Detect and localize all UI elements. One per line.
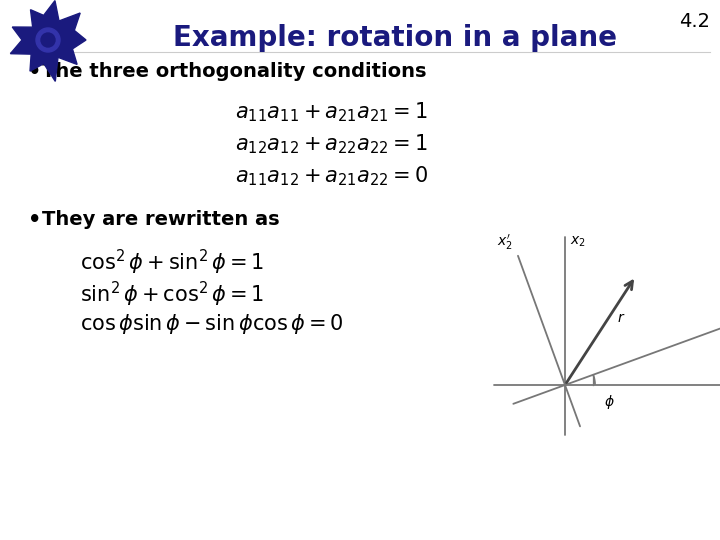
Text: $a_{11}a_{11}+a_{21}a_{21}=1$: $a_{11}a_{11}+a_{21}a_{21}=1$ bbox=[235, 100, 428, 124]
Text: $a_{11}a_{12}+a_{21}a_{22}=0$: $a_{11}a_{12}+a_{21}a_{22}=0$ bbox=[235, 164, 428, 187]
Text: 4.2: 4.2 bbox=[679, 12, 710, 31]
Text: $x_2$: $x_2$ bbox=[570, 234, 586, 249]
Text: $r$: $r$ bbox=[618, 310, 626, 325]
Text: Example: rotation in a plane: Example: rotation in a plane bbox=[173, 24, 617, 52]
Text: $\phi$: $\phi$ bbox=[604, 393, 615, 411]
Text: $x_2'$: $x_2'$ bbox=[498, 233, 513, 252]
Text: The three orthogonality conditions: The three orthogonality conditions bbox=[42, 62, 426, 81]
Text: $\cos^2\phi+\sin^2\phi=1$: $\cos^2\phi+\sin^2\phi=1$ bbox=[80, 248, 264, 277]
Circle shape bbox=[41, 33, 55, 47]
Text: •: • bbox=[28, 62, 41, 82]
Polygon shape bbox=[10, 1, 86, 82]
Text: They are rewritten as: They are rewritten as bbox=[42, 210, 279, 229]
Text: $\cos\phi\sin\phi-\sin\phi\cos\phi=0$: $\cos\phi\sin\phi-\sin\phi\cos\phi=0$ bbox=[80, 312, 344, 336]
Text: $a_{12}a_{12}+a_{22}a_{22}=1$: $a_{12}a_{12}+a_{22}a_{22}=1$ bbox=[235, 132, 428, 156]
Circle shape bbox=[36, 28, 60, 52]
Text: $\sin^2\phi+\cos^2\phi=1$: $\sin^2\phi+\cos^2\phi=1$ bbox=[80, 280, 264, 309]
Text: •: • bbox=[28, 210, 41, 230]
